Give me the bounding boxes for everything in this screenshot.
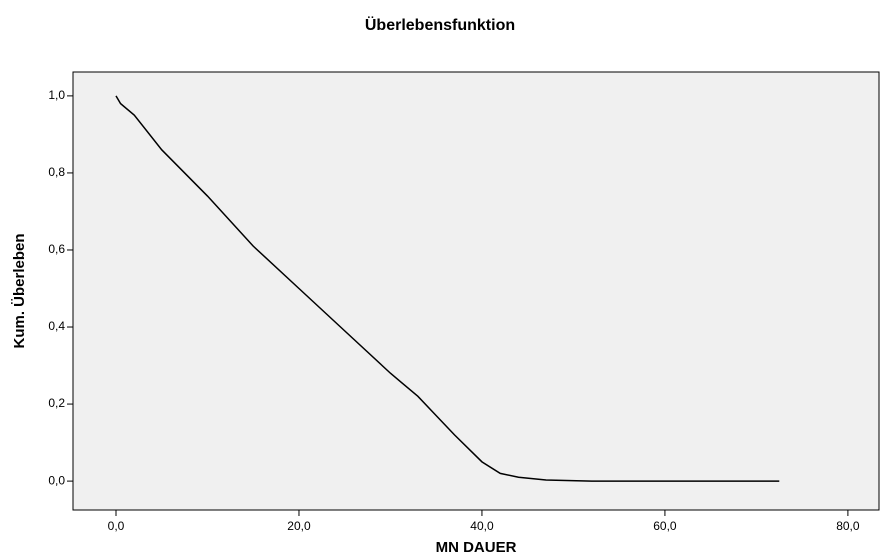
x-tick-label: 0,0: [108, 519, 125, 533]
x-tick-label: 80,0: [836, 519, 860, 533]
y-tick-label: 0,2: [48, 396, 65, 410]
y-tick-label: 0,6: [48, 242, 65, 256]
y-tick-label: 0,0: [48, 473, 65, 487]
plot-area: [72, 71, 880, 511]
chart-title: Überlebensfunktion: [365, 15, 515, 34]
survival-line: [115, 95, 780, 482]
y-tick-label: 0,8: [48, 165, 65, 179]
y-axis-label: Kum. Überleben: [11, 233, 28, 348]
y-tick-label: 0,4: [48, 319, 65, 333]
x-axis-label: MN DAUER: [436, 539, 517, 556]
x-tick-label: 60,0: [653, 519, 677, 533]
x-tick-label: 40,0: [470, 519, 494, 533]
y-tick-label: 1,0: [48, 88, 65, 102]
x-tick-label: 20,0: [287, 519, 311, 533]
